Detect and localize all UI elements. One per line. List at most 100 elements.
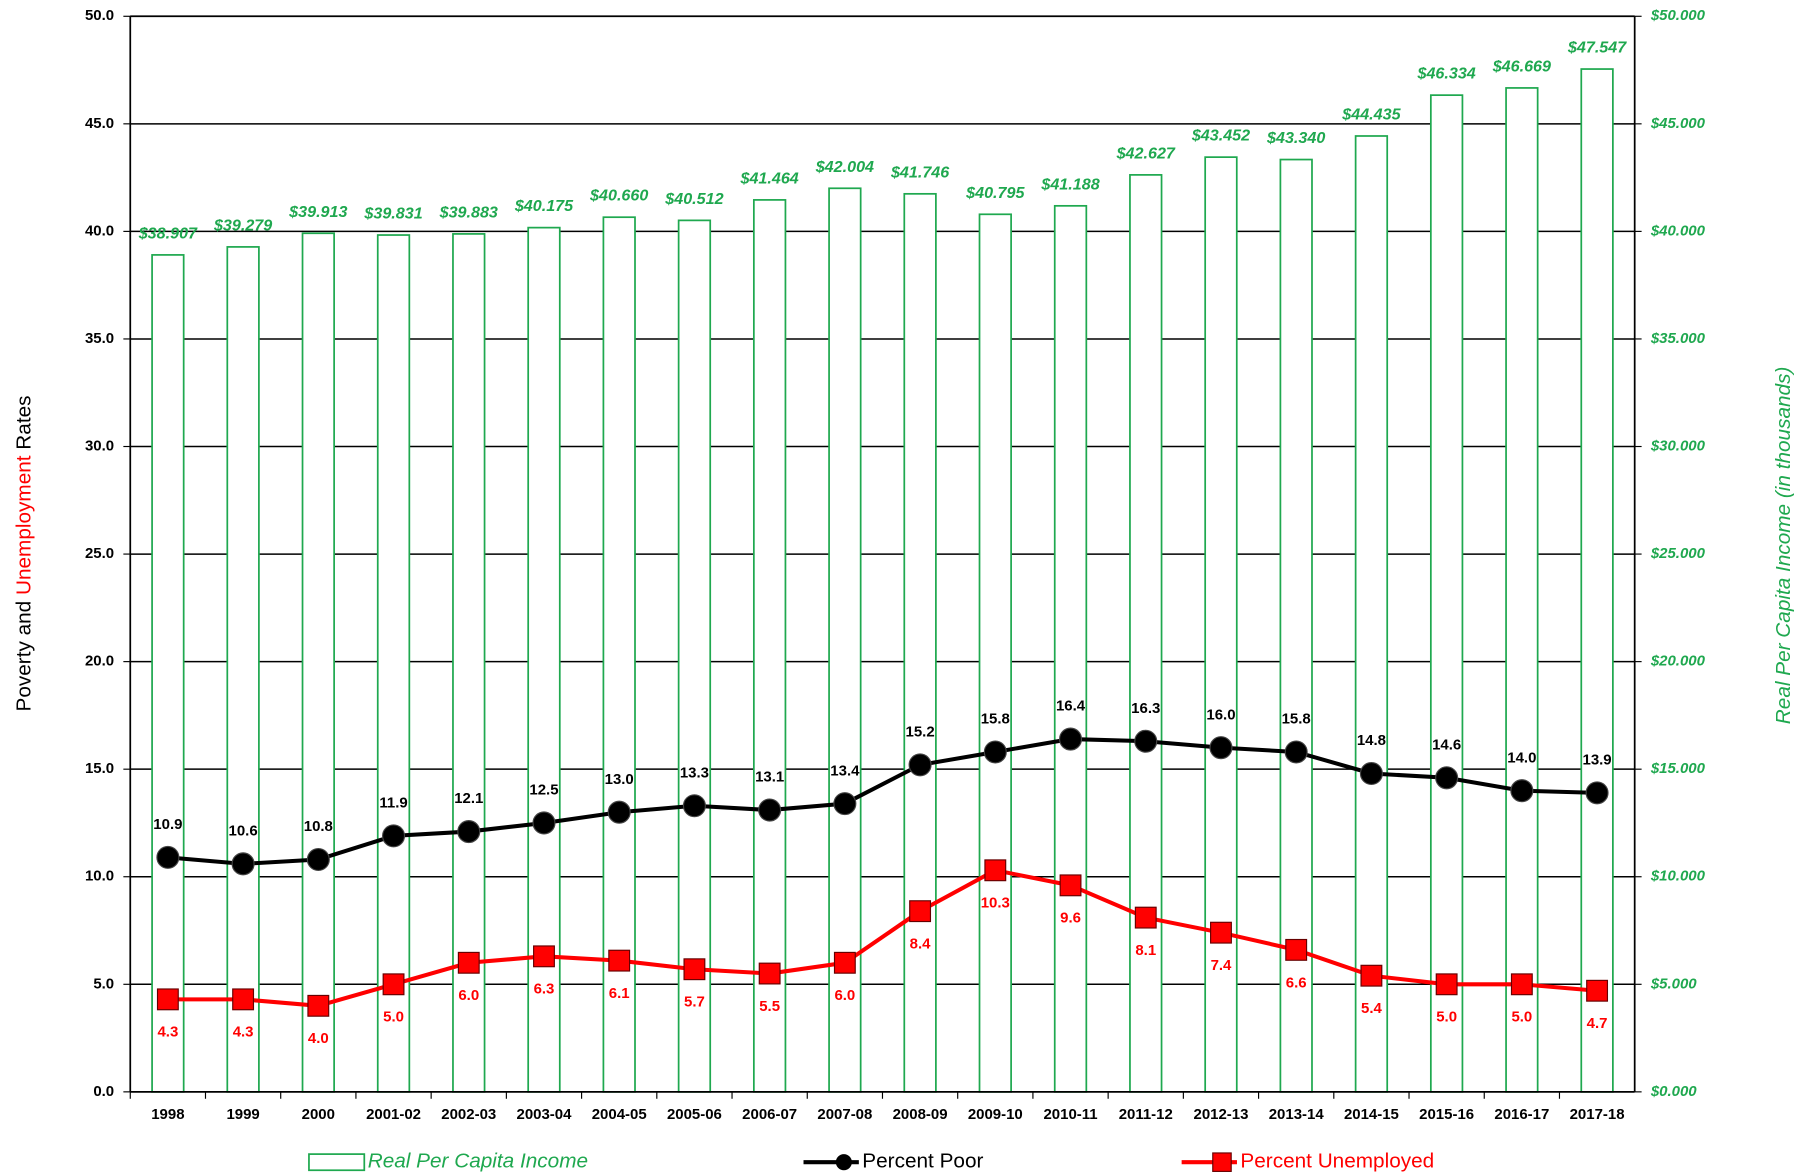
data-label: 5.5 — [759, 998, 780, 1015]
bar-label: $46.334 — [1416, 65, 1475, 83]
bar-label: $43.452 — [1191, 127, 1250, 145]
y-tick-label: 35.0 — [85, 330, 114, 347]
marker — [1510, 779, 1534, 803]
marker — [1134, 906, 1157, 929]
marker — [984, 859, 1007, 882]
data-label: 8.1 — [1135, 942, 1156, 959]
bar-label: $41.746 — [890, 163, 950, 181]
data-label: 4.0 — [308, 1030, 329, 1047]
marker — [758, 798, 782, 822]
marker — [1059, 874, 1082, 897]
bar — [376, 234, 411, 1093]
data-label: 7.4 — [1211, 957, 1232, 974]
data-label: 15.2 — [906, 724, 935, 741]
y-tick-label: 10.0 — [85, 868, 114, 885]
marker — [1586, 979, 1609, 1002]
marker — [1360, 964, 1383, 987]
x-tick-label: 2009-10 — [968, 1106, 1023, 1123]
bar-label: $39.883 — [439, 203, 498, 221]
data-label: 9.6 — [1060, 910, 1081, 927]
y2-tick-label: $50.000 — [1650, 7, 1706, 24]
marker — [382, 973, 405, 996]
marker — [533, 945, 555, 968]
line — [167, 868, 1598, 1008]
y-tick-label: 50.0 — [85, 7, 114, 24]
marker — [909, 900, 932, 923]
legend-label: Percent Unemployed — [1240, 1150, 1434, 1173]
x-tick-label: 2013-14 — [1269, 1106, 1325, 1123]
data-label: 12.5 — [529, 782, 558, 799]
marker — [156, 988, 179, 1011]
data-label: 10.6 — [229, 823, 258, 840]
y-tick-label: 30.0 — [85, 437, 114, 454]
data-label: 6.0 — [458, 987, 479, 1004]
data-label: 5.4 — [1361, 1000, 1382, 1017]
data-label: 6.0 — [834, 987, 855, 1004]
x-tick-label: 2012-13 — [1194, 1106, 1249, 1123]
bar-label: $40.175 — [514, 197, 574, 215]
y-tick-label: 40.0 — [85, 222, 114, 239]
data-label: 15.8 — [1282, 711, 1311, 728]
x-tick-label: 2007-08 — [817, 1106, 872, 1123]
marker — [1285, 938, 1308, 961]
y-label-part: Rates — [13, 395, 36, 449]
marker — [1435, 973, 1458, 996]
marker — [682, 794, 706, 818]
y-label-part: Poverty and — [13, 601, 36, 712]
x-tick-label: 2006-07 — [742, 1106, 797, 1123]
marker — [231, 852, 255, 876]
bar — [903, 192, 937, 1093]
bar — [1580, 68, 1614, 1093]
bar-label: $47.547 — [1567, 39, 1627, 57]
bar — [978, 213, 1012, 1093]
bar-label: $40.795 — [965, 184, 1025, 202]
y-tick-label: 25.0 — [85, 545, 114, 562]
marker — [1585, 781, 1609, 805]
data-label: 16.4 — [1056, 698, 1086, 715]
y2-tick-label: $15.000 — [1650, 760, 1706, 777]
data-label: 14.8 — [1357, 732, 1386, 749]
bar-label: $46.669 — [1492, 57, 1551, 75]
y2-axis-label: Real Per Capita Income (in thousands) — [1772, 367, 1795, 725]
y-tick-label: 15.0 — [85, 760, 114, 777]
marker — [833, 792, 857, 816]
x-tick-label: 2015-16 — [1419, 1106, 1474, 1123]
marker — [457, 820, 481, 844]
x-tick-label: 2002-03 — [441, 1106, 496, 1123]
bar — [1505, 87, 1539, 1093]
data-label: 4.7 — [1587, 1015, 1608, 1032]
bar-label: $44.435 — [1341, 106, 1401, 124]
bar — [226, 246, 260, 1093]
bar-label: $38.907 — [138, 224, 198, 242]
y-label-part: Unemployment — [13, 455, 36, 595]
y2-tick-label: $0.000 — [1650, 1083, 1697, 1100]
x-tick-label: 2001-02 — [366, 1106, 421, 1123]
marker — [1359, 761, 1383, 786]
bar-label: $42.627 — [1116, 144, 1176, 162]
legend-marker — [835, 1154, 852, 1171]
data-label: 10.9 — [153, 816, 182, 833]
marker — [306, 848, 330, 872]
y2-tick-label: $45.000 — [1650, 115, 1706, 132]
x-tick-label: 1999 — [226, 1106, 259, 1123]
data-label: 6.6 — [1286, 974, 1307, 991]
x-tick-label: 2000 — [302, 1106, 335, 1123]
line — [167, 737, 1598, 866]
data-label: 13.9 — [1583, 752, 1612, 769]
data-label: 13.0 — [605, 771, 634, 788]
marker — [607, 800, 631, 824]
bar-label: $41.188 — [1040, 175, 1099, 193]
x-tick-label: 2004-05 — [592, 1106, 647, 1123]
bar — [1429, 94, 1464, 1093]
data-label: 13.3 — [680, 764, 709, 781]
y2-tick-label: $35.000 — [1650, 330, 1706, 347]
marker — [983, 740, 1007, 764]
marker — [1059, 727, 1083, 751]
bar-label: $42.004 — [815, 158, 874, 176]
marker — [1510, 973, 1533, 996]
marker — [758, 962, 781, 985]
data-label: 13.1 — [755, 769, 784, 786]
marker — [833, 951, 856, 974]
data-label: 4.3 — [157, 1024, 178, 1041]
marker — [1209, 736, 1233, 760]
